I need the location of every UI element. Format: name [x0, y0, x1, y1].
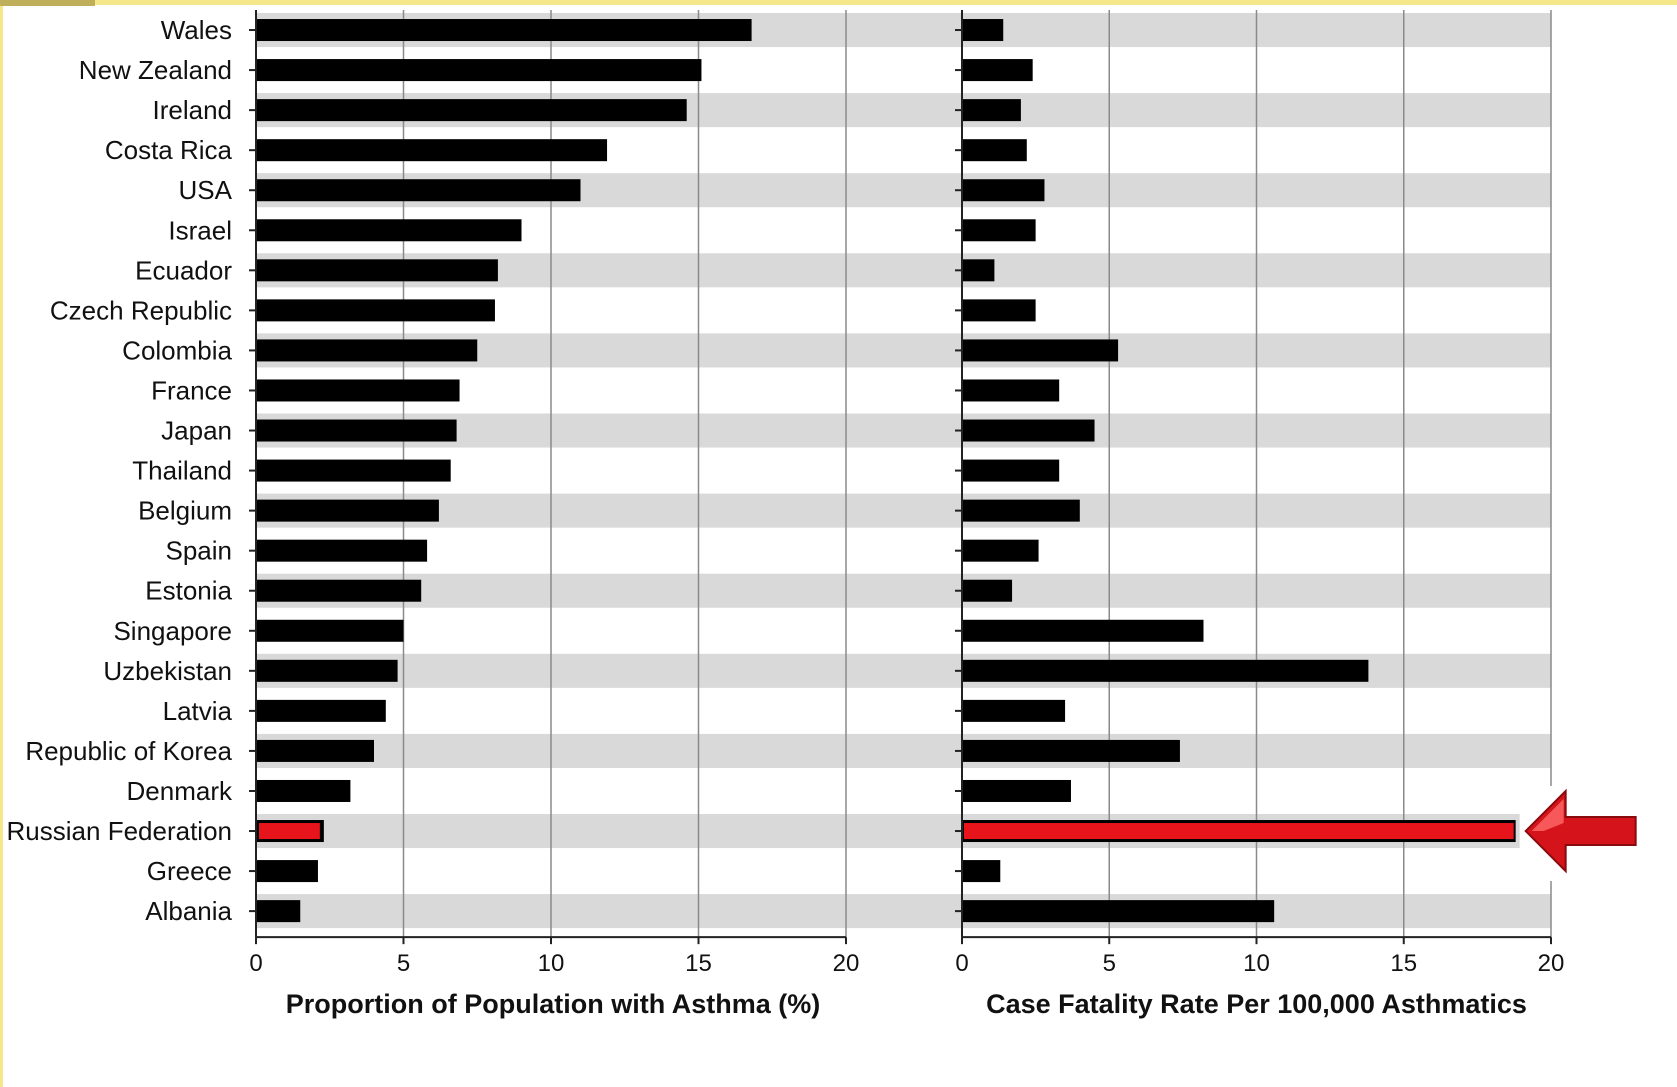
bar	[962, 619, 1204, 642]
bar-highlight	[964, 823, 1514, 840]
category-label: Denmark	[127, 776, 233, 806]
category-label: Russian Federation	[7, 816, 232, 846]
category-label: Ecuador	[135, 255, 232, 285]
bar	[962, 699, 1066, 722]
x-axis-title: Case Fatality Rate Per 100,000 Asthmatic…	[986, 989, 1527, 1019]
bar	[256, 59, 702, 82]
bar	[256, 259, 498, 282]
bar	[962, 139, 1027, 162]
row-band	[256, 493, 1551, 528]
category-label: Singapore	[113, 616, 232, 646]
category-label: Estonia	[145, 576, 232, 606]
bar	[962, 19, 1004, 42]
bar	[256, 619, 404, 642]
bar	[256, 139, 608, 162]
category-label: New Zealand	[79, 55, 232, 85]
x-tick-label: 10	[538, 950, 565, 977]
bar	[256, 339, 478, 362]
bar	[256, 659, 398, 682]
category-label: Colombia	[122, 335, 232, 365]
bar	[962, 860, 1001, 883]
bar	[962, 539, 1039, 562]
bar	[962, 579, 1013, 602]
bar	[962, 499, 1080, 522]
x-tick-label: 5	[397, 950, 410, 977]
row-band	[256, 733, 1551, 768]
bar	[962, 739, 1180, 762]
bar	[256, 860, 318, 883]
bar	[256, 419, 457, 442]
x-tick-label: 20	[833, 950, 860, 977]
x-tick-label: 15	[1390, 950, 1417, 977]
slide-border-left	[0, 0, 3, 1087]
x-tick-label: 0	[955, 950, 968, 977]
bar	[256, 739, 374, 762]
bar	[962, 219, 1036, 242]
x-tick-label: 5	[1103, 950, 1116, 977]
bar-highlight	[259, 823, 320, 840]
bar	[256, 779, 351, 802]
x-tick-label: 20	[1538, 950, 1565, 977]
bar	[256, 459, 451, 482]
category-label: Costa Rica	[105, 135, 233, 165]
bar	[256, 579, 422, 602]
bar	[962, 659, 1369, 682]
bar	[962, 59, 1033, 82]
category-label: Israel	[168, 215, 232, 245]
bar	[962, 99, 1021, 122]
bar	[962, 339, 1119, 362]
bar	[962, 259, 995, 282]
row-band	[256, 894, 1551, 929]
bar	[256, 299, 495, 322]
category-label: Latvia	[163, 696, 233, 726]
bar	[256, 900, 301, 923]
x-axis-title: Proportion of Population with Asthma (%)	[286, 989, 820, 1019]
bars	[256, 19, 1516, 923]
category-label: Czech Republic	[50, 295, 232, 325]
category-label: Albania	[145, 896, 232, 926]
gridlines	[402, 10, 1552, 938]
row-band	[256, 573, 1551, 608]
bar	[962, 419, 1095, 442]
bar	[962, 379, 1060, 402]
category-label: Spain	[166, 536, 233, 566]
category-label: Wales	[161, 15, 232, 45]
category-label: Belgium	[138, 496, 232, 526]
x-tick-label: 10	[1243, 950, 1270, 977]
bar	[256, 99, 687, 122]
bar	[962, 779, 1071, 802]
category-label: Greece	[147, 856, 232, 886]
bar	[962, 299, 1036, 322]
axes	[249, 10, 1552, 945]
x-tick-label: 15	[685, 950, 712, 977]
category-label: Ireland	[153, 95, 233, 125]
bar	[256, 539, 428, 562]
category-label: Japan	[161, 416, 232, 446]
slide-border-top	[0, 0, 1677, 5]
bar	[256, 219, 522, 242]
bar	[256, 699, 386, 722]
bar	[962, 179, 1045, 202]
bar	[256, 379, 460, 402]
category-label: USA	[179, 175, 233, 205]
bar	[256, 179, 581, 202]
labels: 0 5 10 15 20 Proportion of Population with As…	[7, 15, 1565, 1019]
arrow-marker	[1519, 786, 1640, 882]
row-band	[256, 413, 1551, 448]
x-tick-label: 0	[249, 950, 262, 977]
bar	[256, 499, 439, 522]
category-label: Thailand	[132, 456, 232, 486]
arrow-highlight	[1531, 799, 1564, 832]
bar	[962, 459, 1060, 482]
corner-decoration	[0, 0, 95, 6]
category-label: Republic of Korea	[25, 736, 232, 766]
bar	[962, 900, 1275, 923]
category-label: Uzbekistan	[103, 656, 232, 686]
bar	[256, 19, 752, 42]
category-label: France	[151, 375, 232, 405]
